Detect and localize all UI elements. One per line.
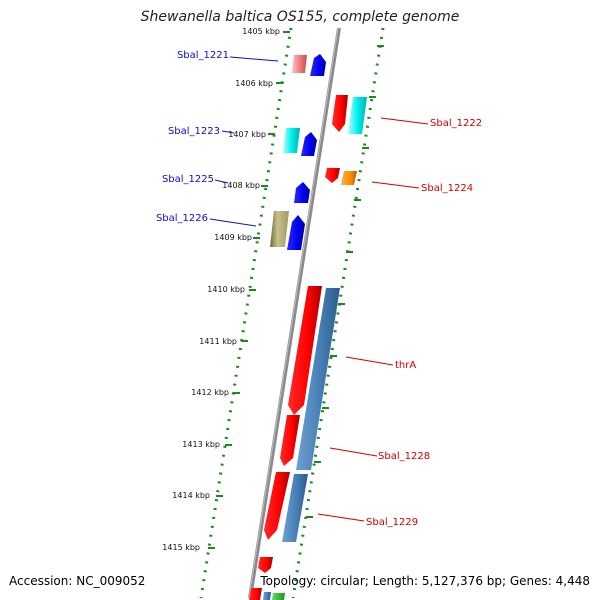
gene-red-small[interactable] xyxy=(258,557,273,573)
gene-label-sbal-1221[interactable]: Sbal_1221 xyxy=(177,50,229,61)
gene-sbal-1226[interactable] xyxy=(287,215,305,250)
tick-label: 1413 kbp xyxy=(182,440,220,449)
gene-steel-2[interactable] xyxy=(282,474,308,542)
connector-sbal-1221 xyxy=(229,56,279,62)
tick-label: 1410 kbp xyxy=(207,285,245,294)
gene-orange[interactable] xyxy=(341,171,357,185)
ticks-right xyxy=(306,45,384,518)
connector-sbal-1229 xyxy=(317,513,365,522)
tick-label: 1414 kbp xyxy=(172,491,210,500)
gene-sbal-1223[interactable] xyxy=(301,132,317,156)
gene-red-bottom[interactable] xyxy=(249,588,262,600)
gene-steel-bottom[interactable] xyxy=(263,592,271,600)
gene-label-sbal-1223[interactable]: Sbal_1223 xyxy=(168,126,220,137)
tick-label: 1407 kbp xyxy=(228,130,266,139)
gene-sbal-1228[interactable] xyxy=(280,415,300,466)
gene-label-sbal-1222[interactable]: Sbal_1222 xyxy=(430,118,482,129)
gene-labels-right: Sbal_1222 Sbal_1224 thrA Sbal_1228 Sbal_… xyxy=(366,118,482,528)
gene-label-thra[interactable]: thrA xyxy=(395,360,416,371)
gene-thra[interactable] xyxy=(288,286,322,415)
dotted-guide-right xyxy=(291,27,385,599)
gene-label-sbal-1224[interactable]: Sbal_1224 xyxy=(421,183,473,194)
tick-label: 1405 kbp xyxy=(242,27,280,36)
genome-title: Shewanella baltica OS155, complete genom… xyxy=(140,9,460,25)
gene-label-sbal-1229[interactable]: Sbal_1229 xyxy=(366,517,418,528)
genome-backbone-highlight xyxy=(248,27,339,599)
connector-sbal-1223 xyxy=(221,130,235,134)
gene-pink[interactable] xyxy=(292,55,307,73)
gene-label-sbal-1226[interactable]: Sbal_1226 xyxy=(156,213,208,224)
tick-label: 1409 kbp xyxy=(214,233,252,242)
ticks-left xyxy=(208,31,290,549)
tick-label: 1415 kbp xyxy=(162,543,200,552)
tick-label: 1411 kbp xyxy=(199,337,237,346)
gene-label-sbal-1228[interactable]: Sbal_1228 xyxy=(378,451,430,462)
genome-backbone xyxy=(248,27,341,599)
gene-green-bottom[interactable] xyxy=(272,593,285,600)
gene-cyan-right[interactable] xyxy=(348,97,367,134)
connector-sbal-1222 xyxy=(380,117,429,125)
gene-sbal-1221[interactable] xyxy=(310,54,326,76)
connector-sbal-1224 xyxy=(371,181,420,189)
gene-sbal-1229[interactable] xyxy=(264,472,290,540)
gene-cyan[interactable] xyxy=(283,128,300,153)
label-connectors xyxy=(209,56,429,522)
connector-sbal-1226 xyxy=(209,218,257,227)
connector-sbal-1228 xyxy=(329,447,378,457)
connector-sbal-1225 xyxy=(214,179,229,184)
gene-steel-1[interactable] xyxy=(296,288,340,470)
gene-sbal-1224[interactable] xyxy=(325,168,340,183)
tick-label: 1408 kbp xyxy=(222,181,260,190)
dotted-guide-left xyxy=(199,27,293,599)
gene-olive[interactable] xyxy=(270,211,289,247)
tick-label: 1412 kbp xyxy=(191,388,229,397)
tick-label: 1406 kbp xyxy=(235,79,273,88)
tick-labels: 1405 kbp 1406 kbp 1407 kbp 1408 kbp 1409… xyxy=(162,27,280,552)
gene-sbal-1225[interactable] xyxy=(294,182,310,203)
gene-sbal-1222[interactable] xyxy=(332,95,348,132)
genome-stats-text: Topology: circular; Length: 5,127,376 bp… xyxy=(260,574,590,588)
gene-label-sbal-1225[interactable]: Sbal_1225 xyxy=(162,174,214,185)
accession-text: Accession: NC_009052 xyxy=(9,574,146,588)
connector-thra xyxy=(345,356,394,366)
gene-labels-left: Sbal_1221 Sbal_1223 Sbal_1225 Sbal_1226 xyxy=(156,50,229,224)
